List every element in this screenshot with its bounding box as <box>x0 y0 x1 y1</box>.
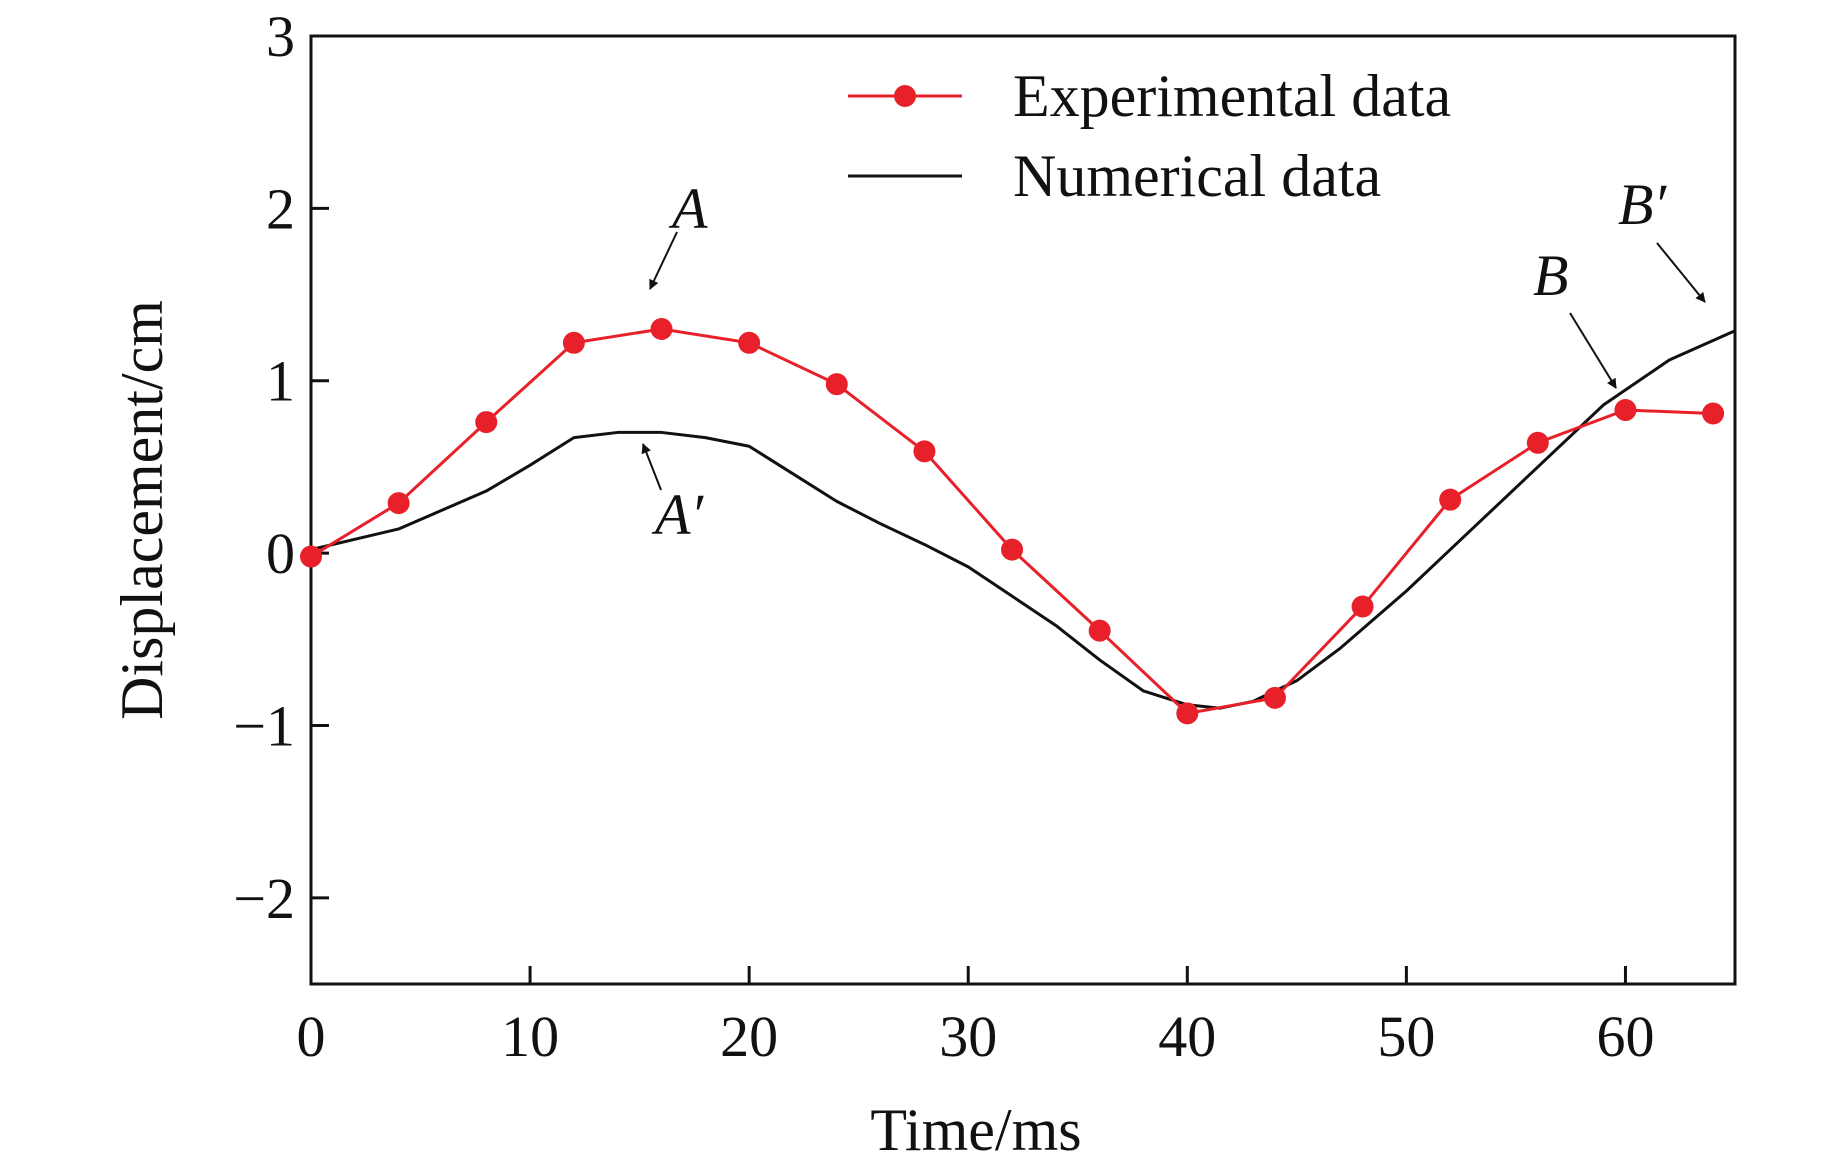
annotation-b-prime-label: B′ <box>1618 172 1667 237</box>
data-point-experimental <box>1263 686 1286 709</box>
y-tick-label: −1 <box>233 693 295 758</box>
data-point-experimental <box>825 373 848 396</box>
y-axis: −2 −1 0 1 2 3 <box>233 4 329 931</box>
y-tick-label: 1 <box>266 349 295 414</box>
annotation-b-label: B <box>1533 243 1568 308</box>
annotation-a-label: A <box>668 176 708 241</box>
series-line-numerical <box>310 329 1736 710</box>
series-line-experimental <box>310 327 1714 715</box>
y-tick-label: 0 <box>266 521 295 586</box>
x-axis-label: Time/ms <box>870 1097 1081 1163</box>
x-tick-label: 40 <box>1158 1004 1216 1069</box>
data-point-experimental <box>738 331 761 354</box>
data-point-experimental <box>1088 619 1111 642</box>
plot-frame <box>309 34 1737 986</box>
data-point-experimental <box>475 411 498 434</box>
data-point-experimental <box>1614 399 1637 422</box>
x-axis: 0 10 20 30 40 50 60 <box>297 966 1654 1069</box>
annotation-a-prime-label: A′ <box>651 482 704 547</box>
legend-marker-experimental <box>894 85 916 107</box>
data-point-experimental <box>562 331 585 354</box>
data-point-experimental <box>1351 595 1374 618</box>
annotation-b-prime-arrow <box>1656 242 1706 303</box>
data-point-experimental <box>1176 702 1199 725</box>
data-point-experimental <box>913 440 936 463</box>
x-tick-label: 20 <box>720 1004 778 1069</box>
x-tick-label: 60 <box>1596 1004 1654 1069</box>
data-point-experimental <box>1526 431 1549 454</box>
y-tick-label: −2 <box>233 866 295 931</box>
x-tick-label: 30 <box>939 1004 997 1069</box>
annotation-a-prime-arrow <box>641 443 662 491</box>
data-point-experimental <box>1702 402 1725 425</box>
legend-label-numerical: Numerical data <box>1013 143 1381 209</box>
x-tick-label: 10 <box>501 1004 559 1069</box>
y-axis-label: Displacement/cm <box>109 300 175 720</box>
data-point-experimental <box>387 492 410 515</box>
y-tick-label: 2 <box>266 176 295 241</box>
y-tick-label: 3 <box>266 4 295 69</box>
legend: Experimental data Numerical data <box>848 63 1451 209</box>
data-point-experimental <box>300 545 322 568</box>
x-tick-label: 0 <box>297 1004 326 1069</box>
data-point-experimental <box>1001 538 1024 561</box>
x-tick-label: 50 <box>1377 1004 1435 1069</box>
annotation-b-arrow <box>1569 312 1617 389</box>
data-point-experimental <box>650 318 673 341</box>
annotations: A A′ B B′ <box>641 172 1706 547</box>
data-point-experimental <box>1439 488 1462 511</box>
annotation-a-arrow <box>649 231 678 290</box>
legend-label-experimental: Experimental data <box>1013 63 1451 129</box>
series-layer <box>300 318 1736 725</box>
